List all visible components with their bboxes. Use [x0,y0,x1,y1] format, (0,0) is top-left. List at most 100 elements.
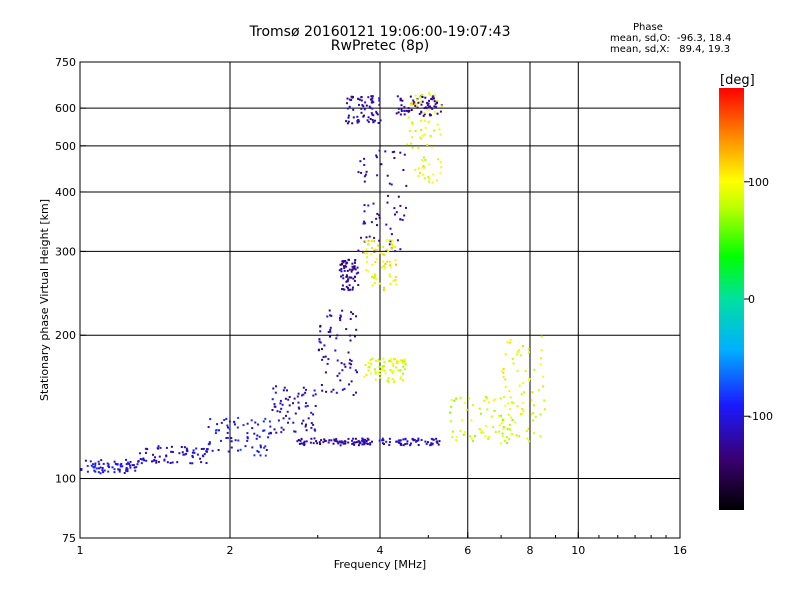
echo-point-x [455,397,458,400]
echo-point-o [300,442,303,445]
echo-point-o [155,461,158,464]
echo-point-o [113,471,116,474]
echo-point-o [176,461,179,464]
echo-point-x [450,420,453,423]
echo-point-o [360,236,362,239]
echo-point-x [378,365,381,368]
echo-point-o [349,358,351,361]
echo-point-o [178,452,181,455]
echo-point-o [313,428,316,431]
echo-point-o [356,121,359,124]
echo-point-o [274,405,277,408]
echo-point-o [350,311,353,314]
echo-point-o [225,437,228,439]
echo-point-o [395,112,398,115]
y-tick-label: 100 [55,473,76,486]
echo-point-o [377,122,380,124]
echo-point-x [521,408,524,410]
echo-point-o [344,440,347,443]
echo-point-x [371,357,374,360]
echo-point-x [439,133,442,136]
echo-point-x [539,363,542,366]
echo-point-o [396,239,399,242]
echo-point-o [397,195,400,198]
echo-point-x [387,377,390,379]
echo-point-o [226,424,229,427]
echo-point-o [380,163,383,166]
echo-point-o [279,410,282,413]
echo-point-x [539,435,542,438]
echo-point-x [397,360,400,363]
echo-point-o [80,469,83,471]
echo-point-o [206,450,208,453]
echo-point-o [355,328,358,331]
echo-point-o [170,445,173,448]
echo-point-x [507,428,510,431]
echo-point-o [312,442,315,445]
echo-point-o [343,269,346,272]
echo-point-x [508,341,511,344]
echo-point-o [368,105,371,108]
echo-point-o [185,447,188,450]
echo-point-o [381,437,384,440]
echo-point-o [273,403,276,406]
echo-point-x [423,133,426,136]
echo-point-o [183,446,186,449]
echo-point-o [363,210,366,213]
echo-point-x [386,260,389,263]
echo-point-o [181,451,184,454]
echo-point-x [367,270,370,273]
echo-point-o [345,274,348,277]
echo-point-o [189,462,192,465]
echo-point-o [379,119,382,122]
echo-point-o [371,95,374,98]
echo-point-x [400,359,403,362]
echo-point-x [522,410,525,413]
echo-point-o [131,464,134,467]
echo-point-x [377,371,380,374]
echo-point-x [365,269,368,271]
echo-point-o [394,250,397,253]
echo-point-x [499,397,502,400]
grid-lines [80,62,680,538]
echo-point-o [341,309,344,312]
echo-point-x [438,128,441,131]
echo-point-x [461,419,464,422]
echo-point-o [427,441,429,444]
echo-point-x [532,419,535,422]
echo-point-o [347,114,350,117]
echo-point-o [114,462,117,465]
echo-point-o [348,98,351,101]
echo-point-o [101,469,104,472]
echo-point-x [474,434,476,437]
echo-point-o [417,437,420,440]
echo-point-o [408,109,411,112]
echo-point-o [230,440,233,443]
echo-point-x [531,391,534,394]
echo-point-o [347,351,350,354]
echo-point-x [391,243,394,246]
echo-point-o [340,263,343,266]
echo-point-o [416,106,419,109]
echo-point-o [439,110,442,113]
echo-point-x [384,262,387,265]
echo-point-x [403,358,406,361]
echo-point-x [487,437,490,440]
y-tick-label: 200 [55,329,76,342]
echo-point-o [363,440,366,443]
echo-point-o [338,372,341,375]
echo-point-x [504,353,507,356]
echo-point-o [350,99,353,101]
echo-point-o [191,462,194,465]
echo-point-x [391,378,394,381]
echo-point-o [326,315,329,318]
echo-point-o [211,449,214,452]
echo-point-x [450,405,452,408]
echo-point-o [246,439,249,442]
echo-point-x [388,239,391,242]
echo-point-o [330,314,333,317]
echo-point-o [349,288,352,291]
echo-point-o [339,317,341,319]
echo-point-x [419,96,422,99]
echo-point-x [403,360,406,363]
